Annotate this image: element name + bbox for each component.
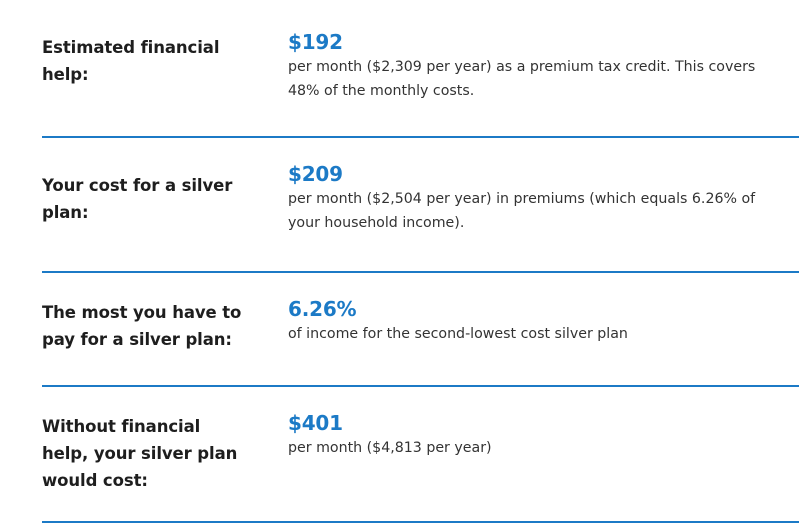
row-amount: $401 [288,411,343,435]
row-label: Your cost for a silver plan: [42,176,233,222]
row-label: Without financial help, your silver plan… [42,417,238,490]
row-value: $192 per month ($2,309 per year) as a pr… [288,30,788,103]
row-label: Estimated financial help: [42,38,220,84]
row-value: $209 per month ($2,504 per year) in prem… [288,162,788,235]
row-amount: $192 [288,30,343,54]
row-description: of income for the second-lowest cost sil… [288,326,628,342]
row-divider [42,385,799,387]
row-divider [42,521,799,523]
row-divider [42,271,799,273]
row-description: per month ($2,504 per year) in premiums … [288,191,756,231]
row-description: per month ($4,813 per year) [288,440,492,456]
row-value: 6.26% of income for the second-lowest co… [288,297,788,346]
row-description: per month ($2,309 per year) as a premium… [288,59,756,99]
row-amount: $209 [288,162,343,186]
row-value: $401 per month ($4,813 per year) [288,411,788,460]
row-divider [42,136,799,138]
row-label: The most you have to pay for a silver pl… [42,303,242,349]
row-amount: 6.26% [288,297,357,321]
